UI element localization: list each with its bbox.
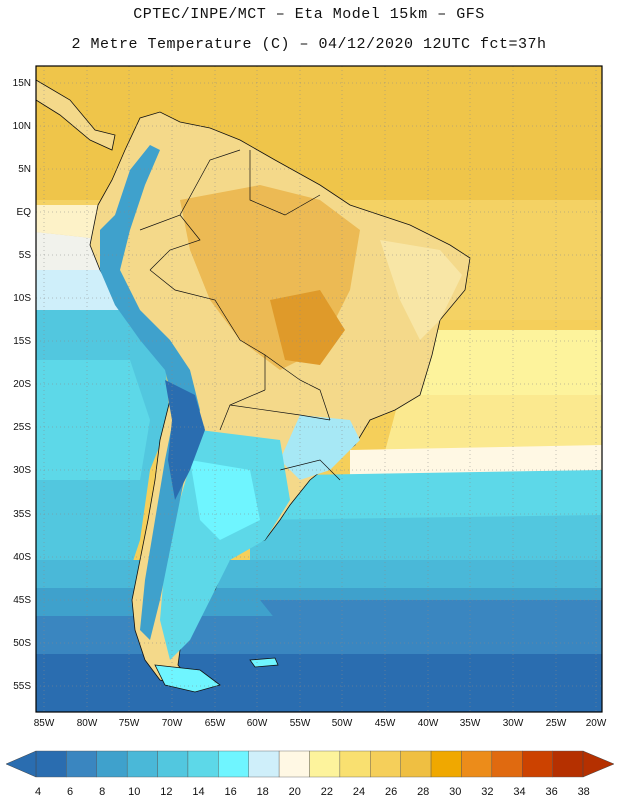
colorbar-cell <box>430 750 462 778</box>
lon-label: 20W <box>586 718 607 729</box>
colorbar-label: 24 <box>353 786 365 798</box>
lat-label: 30S <box>13 465 31 476</box>
colorbar-label: 36 <box>545 786 557 798</box>
lon-label: 75W <box>119 718 140 729</box>
argentina-cool <box>160 430 290 660</box>
lat-label: 35S <box>13 509 31 520</box>
colorbar: 4 6 8 10 12 14 16 18 20 22 24 26 28 30 32 34 36 38 <box>5 750 615 798</box>
lat-label: 10N <box>13 121 31 132</box>
colorbar-cell <box>370 750 401 778</box>
colorbar-label: 38 <box>578 786 590 798</box>
colorbar-label: 14 <box>192 786 204 798</box>
colorbar-cells <box>35 750 584 778</box>
south-band-1 <box>36 560 602 590</box>
colorbar-cell <box>126 750 158 778</box>
colorbar-cell <box>522 750 553 778</box>
temperature-map: 15N 10N 5N EQ 5S 10S 15S 20S 25S 30S 35S… <box>13 65 607 729</box>
lat-label: 10S <box>13 293 31 304</box>
argentina-light <box>190 460 260 540</box>
colorbar-label: 32 <box>481 786 493 798</box>
map-title-line2: 2 Metre Temperature (C) – 04/12/2020 12U… <box>71 36 547 53</box>
lon-label: 80W <box>77 718 98 729</box>
lon-label: 40W <box>418 718 439 729</box>
colorbar-label: 10 <box>128 786 140 798</box>
south-brazil-cool <box>280 415 360 480</box>
central-america <box>36 79 116 151</box>
colorbar-label: 20 <box>289 786 301 798</box>
south-band-5 <box>260 600 602 650</box>
central-hot <box>270 290 345 365</box>
lat-label: 15S <box>13 336 31 347</box>
colorbar-cell <box>491 750 523 778</box>
map-title-line1: CPTEC/INPE/MCT – Eta Model 15km – GFS <box>133 6 485 23</box>
colorbar-cell <box>248 750 280 778</box>
lon-label: 25W <box>546 718 567 729</box>
colorbar-cell <box>66 750 97 778</box>
pacific-light <box>36 270 120 320</box>
colorbar-label: 12 <box>160 786 172 798</box>
lon-label: 65W <box>205 718 226 729</box>
lon-label: 55W <box>290 718 311 729</box>
falklands <box>249 657 279 668</box>
lon-label: 85W <box>34 718 55 729</box>
colorbar-label: 8 <box>99 786 105 798</box>
south-band-4 <box>36 654 602 712</box>
map-frame <box>35 65 603 713</box>
colorbar-high-arrow <box>582 750 615 778</box>
lat-label: 50S <box>13 638 31 649</box>
lon-label: 45W <box>375 718 396 729</box>
colorbar-cell <box>157 750 189 778</box>
lat-label: 20S <box>13 379 31 390</box>
colorbar-label: 28 <box>417 786 429 798</box>
tierra-del-fuego <box>154 664 221 693</box>
colorbar-label: 34 <box>513 786 525 798</box>
colorbar-label: 16 <box>224 786 236 798</box>
ne-brazil <box>380 240 462 340</box>
colorbar-cell <box>96 750 128 778</box>
colorbar-cell <box>218 750 249 778</box>
andes-cold <box>100 145 200 640</box>
colorbar-label: 30 <box>449 786 461 798</box>
colorbar-cell <box>187 750 219 778</box>
lon-label: 35W <box>460 718 481 729</box>
lat-label: 40S <box>13 552 31 563</box>
colorbar-label: 26 <box>385 786 397 798</box>
atl-yellow-band <box>380 330 602 400</box>
colorbar-labels: 4 6 8 10 12 14 16 18 20 22 24 26 28 30 32 34 36 38 <box>35 786 590 798</box>
lat-label: 15N <box>13 78 31 89</box>
lat-label: 25S <box>13 422 31 433</box>
colorbar-cell <box>309 750 341 778</box>
colorbar-cell <box>339 750 371 778</box>
andes-cold-core <box>165 380 205 500</box>
colorbar-cell <box>278 750 310 778</box>
colorbar-cell <box>552 750 584 778</box>
lat-label: EQ <box>17 207 32 218</box>
lat-label: 5S <box>19 250 32 261</box>
colorbar-label: 4 <box>35 786 41 798</box>
colorbar-label: 18 <box>257 786 269 798</box>
colorbar-label: 6 <box>67 786 73 798</box>
colorbar-label: 22 <box>321 786 333 798</box>
map-field <box>36 66 602 712</box>
lat-label: 55S <box>13 681 31 692</box>
lon-label: 50W <box>332 718 353 729</box>
lon-label: 60W <box>247 718 268 729</box>
colorbar-cell <box>35 750 67 778</box>
lon-label: 30W <box>503 718 524 729</box>
colorbar-low-arrow <box>5 750 37 778</box>
colorbar-cell <box>461 750 493 778</box>
lon-label: 70W <box>162 718 183 729</box>
pacific-cool-2 <box>36 360 150 480</box>
lat-label: 45S <box>13 595 31 606</box>
lat-label: 5N <box>18 164 31 175</box>
colorbar-cell <box>400 750 432 778</box>
